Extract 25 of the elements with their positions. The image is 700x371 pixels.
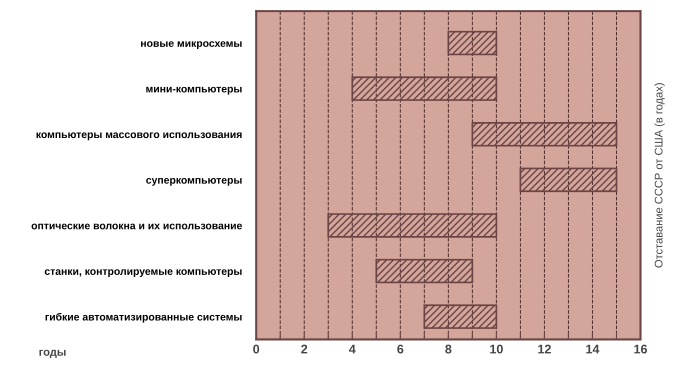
bar (423, 304, 498, 329)
x-tick-label: 12 (538, 344, 551, 354)
bar (472, 122, 618, 146)
x-tick-label: 6 (397, 344, 404, 354)
bar (448, 30, 498, 56)
bar (327, 213, 498, 238)
y-tick-label: мини-компьютеры (146, 86, 242, 95)
y-tick-label: суперкомпьютеры (146, 178, 242, 186)
bar (520, 168, 618, 192)
x-tick-label: 2 (301, 344, 308, 354)
y-tick-label: гибкие автоматизированные системы (46, 312, 242, 323)
x-tick-label: 10 (490, 344, 503, 354)
y-tick-label: станки, контролируемые компьютеры (44, 269, 242, 277)
bar (351, 76, 498, 101)
x-tick-label: 4 (348, 344, 356, 354)
y-axis-title: Отставание СССР от США (в годах) (654, 83, 665, 268)
x-tick-label: 0 (253, 344, 260, 354)
x-tick-label: 14 (586, 344, 600, 354)
y-tick-label: новые микросхемы (141, 41, 242, 49)
bar (375, 258, 474, 284)
y-tick-label: компьютеры массового использования (36, 132, 242, 140)
x-tick-label: 8 (445, 344, 452, 354)
x-tick-label: 16 (634, 344, 647, 354)
x-axis-title: годы (39, 350, 66, 358)
y-tick-label: оптические волокна и их использование (32, 224, 242, 230)
